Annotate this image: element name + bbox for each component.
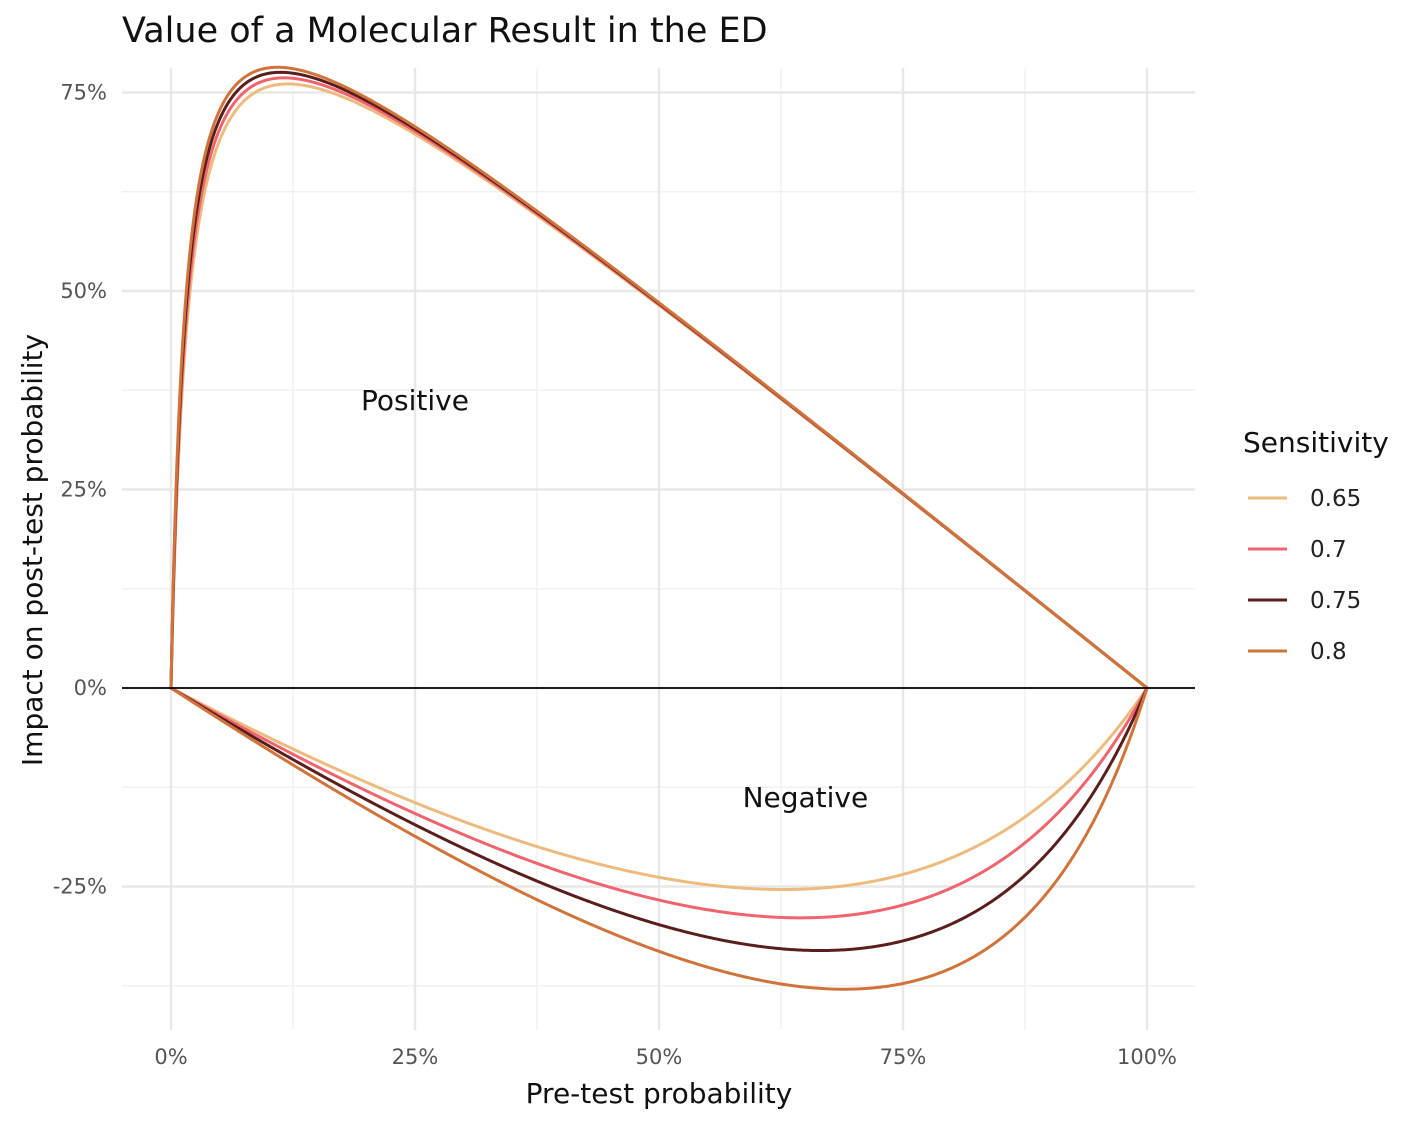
legend-label-0.8: 0.8 — [1310, 639, 1347, 665]
legend-label-0.75: 0.75 — [1310, 588, 1361, 614]
y-tick-label: 25% — [60, 478, 107, 502]
x-tick-label: 50% — [636, 1045, 683, 1069]
y-tick-label: -25% — [53, 875, 107, 899]
annotation-positive: Positive — [361, 384, 469, 417]
negative-curve-0.7 — [169, 686, 1149, 920]
legend-label-0.65: 0.65 — [1310, 486, 1361, 512]
x-tick-label: 100% — [1117, 1045, 1177, 1069]
annotation-negative: Negative — [743, 781, 869, 814]
negative-curve-0.8 — [169, 686, 1149, 991]
legend-label-0.7: 0.7 — [1310, 537, 1347, 563]
x-tick-label: 0% — [154, 1045, 187, 1069]
positive-curve-0.8 — [169, 65, 1149, 690]
y-tick-label: 0% — [74, 676, 107, 700]
x-tick-label: 75% — [880, 1045, 927, 1069]
legend: Sensitivity 0.65 0.7 0.75 0.8 — [1243, 426, 1389, 665]
grid — [122, 68, 1195, 1030]
negative-curve-0.65 — [169, 686, 1149, 891]
x-axis-title: Pre-test probability — [526, 1077, 793, 1110]
legend-title: Sensitivity — [1243, 426, 1389, 459]
y-tick-label: 50% — [60, 279, 107, 303]
x-tick-label: 25% — [392, 1045, 439, 1069]
y-tick-label: 75% — [60, 81, 107, 105]
curves — [122, 65, 1195, 991]
ticks: 0% 25% 50% 75% 100% -25% 0% 25% 50% 75% — [53, 81, 1177, 1070]
chart-title: Value of a Molecular Result in the ED — [122, 11, 768, 51]
negative-curve-0.75 — [169, 686, 1149, 953]
y-axis-title: Impact on post-test probability — [16, 334, 49, 766]
